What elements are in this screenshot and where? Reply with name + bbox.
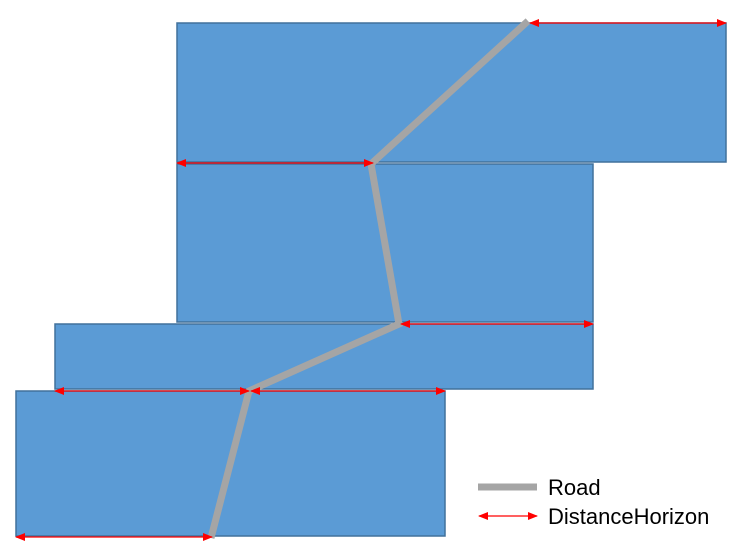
distance-horizon-arrows bbox=[15, 19, 727, 541]
legend: Road DistanceHorizon bbox=[478, 475, 709, 529]
legend-distance-label: DistanceHorizon bbox=[548, 504, 709, 529]
blocks bbox=[15, 22, 727, 537]
legend-road-label: Road bbox=[548, 475, 601, 500]
road-path bbox=[207, 18, 531, 539]
